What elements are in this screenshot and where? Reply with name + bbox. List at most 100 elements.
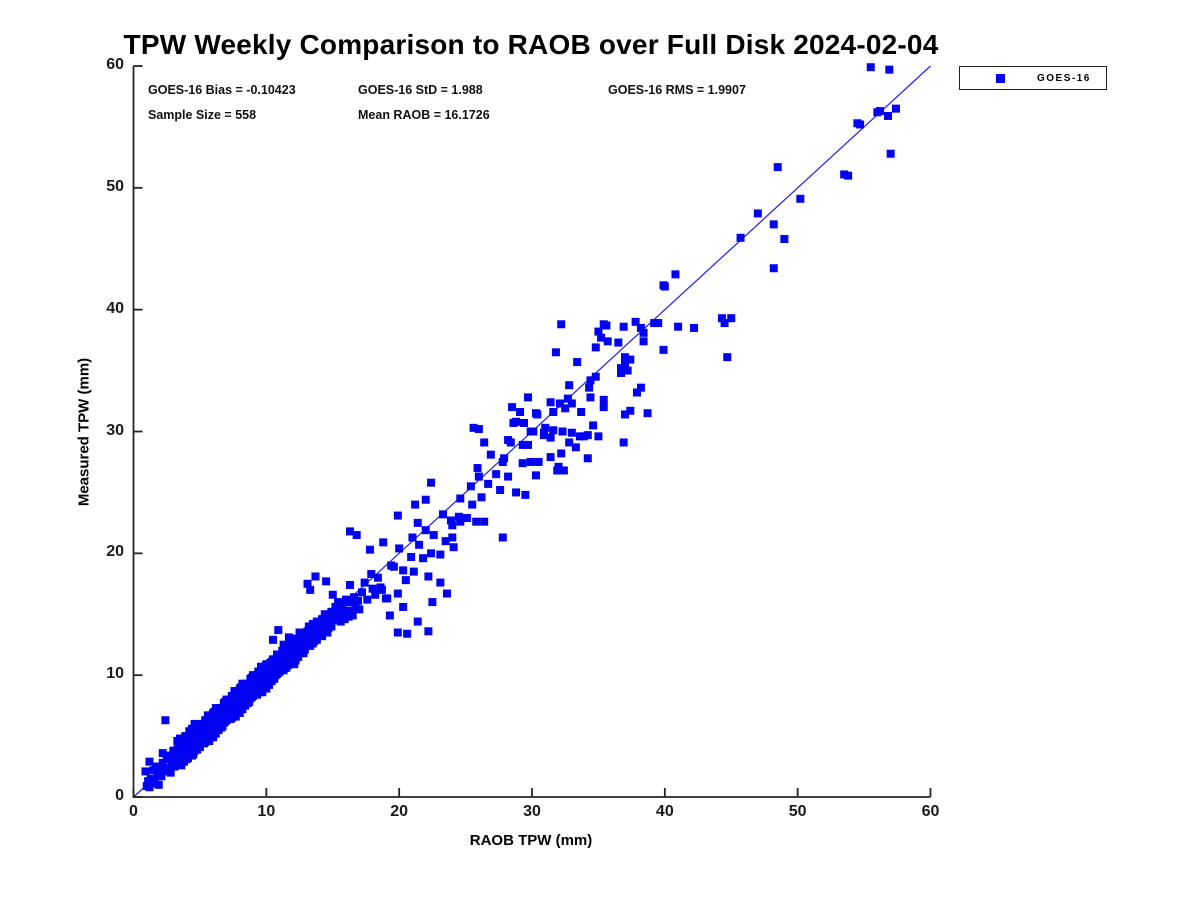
data-point <box>436 550 445 559</box>
data-point <box>619 322 628 331</box>
data-point <box>290 660 299 669</box>
data-point <box>263 679 272 688</box>
data-point <box>424 627 433 636</box>
data-point <box>631 317 640 326</box>
data-point <box>413 617 422 626</box>
data-point <box>150 775 159 784</box>
data-point <box>586 376 595 385</box>
data-point <box>723 353 732 362</box>
legend-label: GOES-16 <box>1037 72 1091 84</box>
data-point <box>377 585 386 594</box>
data-point <box>472 517 481 526</box>
stat-bias: GOES-16 Bias = -0.10423 <box>148 83 296 97</box>
data-point <box>558 427 567 436</box>
data-point <box>454 512 463 521</box>
data-point <box>549 408 558 417</box>
data-point <box>206 718 215 727</box>
data-point <box>323 628 332 637</box>
data-point <box>179 734 188 743</box>
data-point <box>210 707 219 716</box>
data-point <box>367 570 376 579</box>
data-point <box>796 194 805 203</box>
data-point <box>312 635 321 644</box>
data-point <box>567 428 576 437</box>
data-point <box>368 584 377 593</box>
data-point <box>164 763 173 772</box>
data-point <box>218 722 227 731</box>
data-point <box>210 728 219 737</box>
data-point <box>427 549 436 558</box>
data-point <box>371 590 380 599</box>
data-point <box>274 626 283 635</box>
data-point <box>357 588 366 597</box>
data-point <box>885 65 894 74</box>
data-point <box>573 358 582 367</box>
data-point <box>496 485 505 494</box>
chart-title: TPW Weekly Comparison to RAOB over Full … <box>123 29 939 60</box>
x-tick-label: 50 <box>788 803 807 820</box>
data-point <box>353 596 362 605</box>
data-point <box>383 594 392 603</box>
data-point <box>191 723 200 732</box>
data-point <box>379 538 388 547</box>
data-point <box>883 111 892 120</box>
y-tick-label: 0 <box>115 787 124 804</box>
data-point <box>385 611 394 620</box>
data-point <box>299 649 308 658</box>
data-point <box>690 323 699 332</box>
data-point <box>403 629 412 638</box>
data-point <box>508 403 517 412</box>
data-point <box>399 566 408 575</box>
data-point <box>602 321 611 330</box>
data-point <box>401 576 410 585</box>
data-point <box>474 472 483 481</box>
x-tick-label: 0 <box>129 803 138 820</box>
data-point <box>255 679 264 688</box>
data-point <box>292 641 301 650</box>
data-point <box>427 478 436 487</box>
data-point <box>338 601 347 610</box>
data-point <box>599 395 608 404</box>
data-point <box>551 348 560 357</box>
data-point <box>559 466 568 475</box>
data-point <box>639 337 648 346</box>
data-point <box>165 751 174 760</box>
data-point <box>462 514 471 523</box>
data-point <box>318 632 327 641</box>
data-point <box>266 666 275 675</box>
stat-rms: GOES-16 RMS = 1.9907 <box>608 83 746 97</box>
data-point <box>421 526 430 535</box>
data-point <box>237 704 246 713</box>
data-point <box>753 209 762 218</box>
data-point <box>217 708 226 717</box>
data-point <box>886 149 895 158</box>
data-point <box>213 721 222 730</box>
data-point <box>225 713 234 722</box>
data-point <box>408 533 417 542</box>
data-point <box>456 517 465 526</box>
data-point <box>603 337 612 346</box>
data-point <box>565 438 574 447</box>
data-point <box>480 438 489 447</box>
data-point <box>294 652 303 661</box>
data-point <box>546 398 555 407</box>
data-point <box>840 170 849 179</box>
data-point <box>524 440 533 449</box>
data-point <box>421 495 430 504</box>
data-point <box>389 562 398 571</box>
y-tick-label: 50 <box>106 177 124 195</box>
data-point <box>526 457 535 466</box>
data-point <box>279 640 288 649</box>
data-point <box>512 417 521 426</box>
data-point <box>348 611 357 620</box>
data-point <box>456 494 465 503</box>
x-tick-label: 30 <box>523 803 541 820</box>
data-point <box>262 684 271 693</box>
data-point <box>161 716 170 725</box>
legend-marker-swatch <box>996 73 1005 83</box>
data-point <box>419 554 428 563</box>
data-point <box>486 450 495 459</box>
data-point <box>323 612 332 621</box>
data-point <box>303 579 312 588</box>
data-point <box>534 457 543 466</box>
